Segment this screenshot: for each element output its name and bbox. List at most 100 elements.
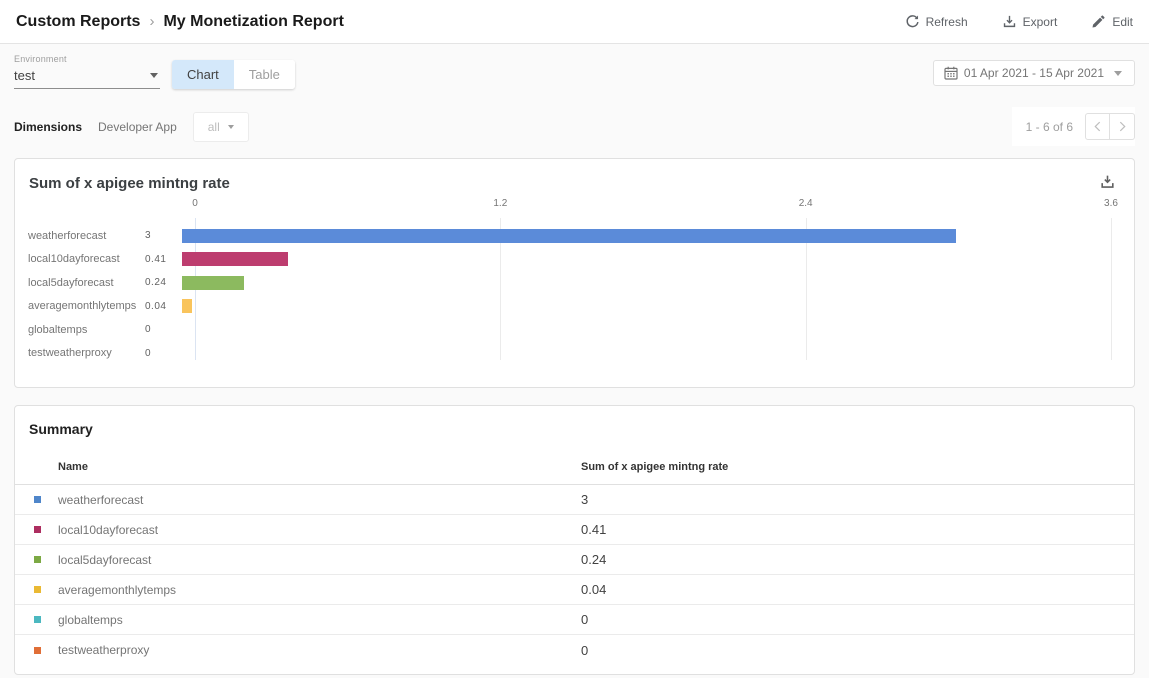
bar-category-label: globaltemps — [28, 323, 88, 336]
bar-category-label: local5dayforecast — [28, 276, 114, 289]
chart-bar-row: averagemonthlytemps 0.04 — [15, 295, 1134, 319]
dimensions-label: Dimensions — [14, 119, 83, 134]
calendar-icon — [944, 66, 958, 80]
gridline — [805, 218, 807, 360]
chart-bar-row: weatherforecast 3 — [15, 224, 1134, 248]
breadcrumb-parent[interactable]: Custom Reports — [16, 12, 141, 30]
chart-download-button[interactable] — [1099, 173, 1116, 193]
pagination-next-button[interactable] — [1110, 113, 1135, 140]
chart-bar-row: testweatherproxy 0 — [15, 342, 1134, 366]
series-marker-icon — [34, 526, 41, 533]
table-row[interactable]: weatherforecast 3 — [15, 485, 1134, 515]
top-header: Custom Reports › My Monetization Report … — [0, 0, 1149, 44]
bar[interactable] — [182, 299, 193, 314]
breadcrumb: Custom Reports › My Monetization Report — [16, 13, 344, 31]
row-name: weatherforecast — [58, 492, 144, 507]
bar-value-label: 0.04 — [145, 300, 167, 312]
breadcrumb-chevron-icon: › — [149, 13, 155, 30]
summary-table-body: weatherforecast 3 local10dayforecast 0.4… — [15, 485, 1134, 665]
table-row[interactable]: local5dayforecast 0.24 — [15, 545, 1134, 575]
x-axis-tick-label: 0 — [192, 198, 198, 209]
pagination-prev-button[interactable] — [1085, 113, 1110, 140]
dimension-filter-value: all — [207, 119, 220, 134]
tab-chart[interactable]: Chart — [172, 60, 234, 89]
table-row[interactable]: local10dayforecast 0.41 — [15, 515, 1134, 545]
dimension-filter-dropdown[interactable]: all — [192, 111, 249, 142]
row-name: averagemonthlytemps — [58, 582, 177, 597]
row-name: testweatherproxy — [58, 643, 150, 657]
date-range-picker[interactable]: 01 Apr 2021 - 15 Apr 2021 — [932, 60, 1135, 86]
edit-pencil-icon — [1092, 15, 1105, 28]
chart-title: Sum of x apigee mintng rate — [29, 175, 230, 192]
summary-card: Summary Name Sum of x apigee mintng rate… — [14, 405, 1135, 675]
row-value: 0 — [581, 612, 589, 627]
chart-bar-row: globaltemps 0 — [15, 318, 1134, 342]
series-marker-icon — [34, 646, 41, 654]
view-toggle: Chart Table — [172, 60, 295, 89]
bar-value-label: 3 — [145, 230, 152, 242]
chevron-right-icon — [1119, 121, 1126, 132]
export-label: Export — [1022, 14, 1058, 29]
bar-value-label: 0 — [145, 347, 152, 359]
export-button[interactable]: Export — [1002, 14, 1058, 29]
controls-row: Environment test Chart Table 01 Apr 2021… — [14, 54, 1135, 89]
edit-label: Edit — [1112, 14, 1133, 29]
chevron-down-icon — [227, 124, 234, 129]
chart-bar-row: local10dayforecast 0.41 — [15, 248, 1134, 272]
table-row[interactable]: globaltemps 0 — [15, 605, 1134, 635]
chart-card: Sum of x apigee mintng rate 0 1.2 2.4 3.6 w… — [14, 158, 1135, 388]
x-axis-tick-label: 1.2 — [493, 198, 508, 209]
chart-bar-row: local5dayforecast 0.24 — [15, 271, 1134, 295]
column-header-name: Name — [58, 460, 88, 473]
refresh-button[interactable]: Refresh — [905, 14, 968, 29]
table-row[interactable]: testweatherproxy 0 — [15, 635, 1134, 665]
environment-value: test — [14, 68, 35, 83]
bar-category-label: averagemonthlytemps — [28, 300, 137, 313]
row-value: 0 — [581, 642, 589, 658]
bar-category-label: weatherforecast — [28, 229, 107, 242]
tab-table[interactable]: Table — [233, 60, 295, 89]
dimension-name: Developer App — [98, 119, 177, 134]
series-marker-icon — [34, 496, 41, 503]
bar-track — [182, 275, 1111, 290]
refresh-label: Refresh — [925, 14, 968, 29]
table-row[interactable]: averagemonthlytemps 0.04 — [15, 575, 1134, 605]
chevron-down-icon — [150, 73, 158, 78]
bar-category-label: local10dayforecast — [28, 253, 120, 266]
bar-value-label: 0.24 — [145, 277, 167, 289]
gridline — [1111, 218, 1112, 360]
environment-label: Environment — [14, 54, 67, 64]
series-marker-icon — [34, 616, 41, 623]
summary-table-header: Name Sum of x apigee mintng rate — [15, 449, 1134, 485]
row-name: local5dayforecast — [58, 552, 152, 567]
summary-title: Summary — [29, 421, 93, 437]
bar-track — [182, 299, 1111, 314]
series-marker-icon — [34, 586, 41, 593]
row-value: 0.24 — [581, 552, 607, 567]
row-value: 0.04 — [581, 582, 607, 597]
bar[interactable] — [182, 228, 957, 243]
column-header-value: Sum of x apigee mintng rate — [581, 460, 729, 473]
bar-value-label: 0.41 — [145, 253, 167, 265]
export-icon — [1003, 15, 1015, 28]
chevron-left-icon — [1094, 121, 1101, 132]
row-value: 0.41 — [581, 522, 607, 537]
bar-category-label: testweatherproxy — [28, 347, 112, 360]
bar[interactable] — [182, 252, 288, 267]
bar-track — [182, 346, 1111, 360]
bar-track — [182, 323, 1111, 337]
environment-select[interactable]: Environment test — [14, 54, 160, 89]
bar-value-label: 0 — [145, 324, 152, 336]
breadcrumb-current: My Monetization Report — [163, 12, 344, 30]
edit-button[interactable]: Edit — [1091, 14, 1133, 29]
x-axis-tick-label: 2.4 — [798, 198, 813, 209]
bar[interactable] — [182, 275, 244, 290]
pagination-range: 1 - 6 of 6 — [1025, 119, 1073, 134]
chevron-down-icon — [1114, 70, 1122, 76]
row-name: local10dayforecast — [58, 522, 159, 537]
x-axis-ticks: 0 1.2 2.4 3.6 — [192, 198, 1118, 210]
bar-track — [182, 252, 1111, 267]
row-value: 3 — [581, 492, 589, 507]
refresh-icon — [906, 15, 919, 28]
date-range-value: 01 Apr 2021 - 15 Apr 2021 — [963, 66, 1104, 80]
